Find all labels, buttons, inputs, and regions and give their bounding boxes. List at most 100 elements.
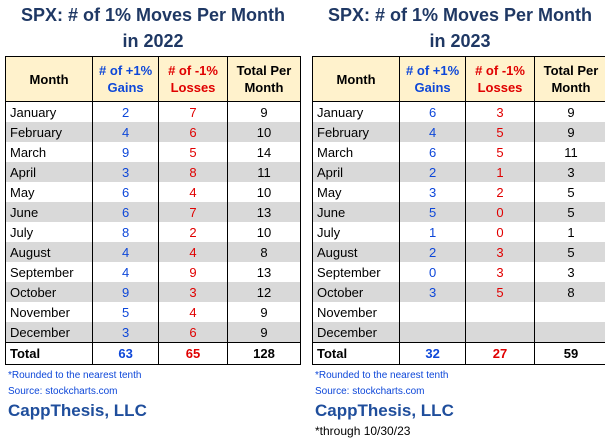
- value-cell: 5: [465, 122, 535, 142]
- value-cell: 4: [158, 182, 228, 202]
- month-cell: January: [4, 101, 94, 122]
- data-row: June 6 7 13: [4, 202, 302, 222]
- data-row: August 4 4 8: [4, 242, 302, 262]
- total-row: Total 63 65 128: [4, 342, 302, 365]
- total-value: 65: [158, 342, 228, 365]
- column-header: # of -1% Losses: [158, 56, 228, 102]
- title-line: in 2023: [429, 31, 491, 51]
- brand: CappThesis, LLC: [8, 401, 147, 420]
- value-cell: [533, 322, 605, 343]
- column-header: Total Per Month: [226, 56, 302, 102]
- data-row: January 2 7 9: [4, 101, 302, 122]
- table-panel: SPX: # of 1% Moves Per Month in 2022 Month…: [4, 0, 302, 421]
- month-cell: March: [4, 142, 94, 162]
- value-cell: [465, 322, 535, 343]
- value-cell: 12: [226, 282, 302, 302]
- month-cell: June: [311, 202, 401, 222]
- column-header: Total Per Month: [533, 56, 605, 102]
- month-cell: February: [4, 122, 94, 142]
- value-cell: 7: [158, 101, 228, 122]
- total-value: 32: [399, 342, 467, 365]
- month-cell: July: [4, 222, 94, 242]
- month-cell: July: [311, 222, 401, 242]
- value-cell: 6: [158, 122, 228, 142]
- value-cell: 2: [158, 222, 228, 242]
- title-line: SPX: # of 1% Moves Per Month: [20, 5, 286, 25]
- total-value: 59: [533, 342, 605, 365]
- value-cell: 14: [226, 142, 302, 162]
- value-cell: 6: [158, 322, 228, 343]
- value-cell: 9: [226, 101, 302, 122]
- value-cell: 7: [158, 202, 228, 222]
- value-cell: 4: [158, 302, 228, 322]
- month-cell: August: [311, 242, 401, 262]
- data-row: September 0 3 3: [311, 262, 605, 282]
- value-cell: [399, 302, 467, 322]
- data-table: Month # of +1% Gains # of -1% Losses Total …: [311, 56, 605, 365]
- month-cell: May: [4, 182, 94, 202]
- data-row: April 2 1 3: [311, 162, 605, 182]
- value-cell: 10: [226, 182, 302, 202]
- value-cell: 3: [92, 162, 160, 182]
- footnote: *through 10/30/23: [315, 424, 411, 438]
- data-row: May 6 4 10: [4, 182, 302, 202]
- value-cell: 6: [92, 202, 160, 222]
- data-row: July 8 2 10: [4, 222, 302, 242]
- value-cell: 5: [465, 282, 535, 302]
- value-cell: 4: [92, 262, 160, 282]
- value-cell: 1: [533, 222, 605, 242]
- value-cell: [399, 322, 467, 343]
- value-cell: 3: [158, 282, 228, 302]
- value-cell: 5: [158, 142, 228, 162]
- month-cell: January: [311, 101, 401, 122]
- month-cell: August: [4, 242, 94, 262]
- value-cell: 9: [226, 302, 302, 322]
- data-row: May 3 2 5: [311, 182, 605, 202]
- value-cell: 5: [92, 302, 160, 322]
- value-cell: 10: [226, 222, 302, 242]
- total-label: Total: [311, 342, 401, 365]
- column-header: Month: [311, 56, 401, 102]
- data-row: December 3 6 9: [4, 322, 302, 343]
- value-cell: 9: [226, 322, 302, 343]
- month-cell: December: [4, 322, 94, 343]
- month-cell: September: [4, 262, 94, 282]
- value-cell: 6: [399, 142, 467, 162]
- note: Source: stockcharts.com: [315, 386, 425, 397]
- title-line: SPX: # of 1% Moves Per Month: [327, 5, 593, 25]
- value-cell: 4: [92, 122, 160, 142]
- value-cell: 3: [399, 282, 467, 302]
- month-cell: April: [311, 162, 401, 182]
- value-cell: 5: [399, 202, 467, 222]
- value-cell: [465, 302, 535, 322]
- data-row: November 5 4 9: [4, 302, 302, 322]
- brand: CappThesis, LLC: [315, 401, 454, 420]
- data-table: Month # of +1% Gains # of -1% Losses Total …: [4, 56, 302, 365]
- value-cell: [533, 302, 605, 322]
- data-row: December: [311, 322, 605, 343]
- data-row: June 5 0 5: [311, 202, 605, 222]
- data-row: April 3 8 11: [4, 162, 302, 182]
- value-cell: 1: [399, 222, 467, 242]
- title-line: in 2022: [122, 31, 184, 51]
- value-cell: 11: [226, 162, 302, 182]
- month-cell: May: [311, 182, 401, 202]
- value-cell: 0: [399, 262, 467, 282]
- data-row: July 1 0 1: [311, 222, 605, 242]
- value-cell: 8: [92, 222, 160, 242]
- data-row: November: [311, 302, 605, 322]
- month-cell: November: [311, 302, 401, 322]
- value-cell: 0: [465, 202, 535, 222]
- value-cell: 6: [399, 101, 467, 122]
- value-cell: 4: [158, 242, 228, 262]
- month-cell: April: [4, 162, 94, 182]
- value-cell: 9: [533, 122, 605, 142]
- value-cell: 2: [465, 182, 535, 202]
- data-row: September 4 9 13: [4, 262, 302, 282]
- data-row: August 2 3 5: [311, 242, 605, 262]
- value-cell: 9: [92, 282, 160, 302]
- value-cell: 3: [465, 242, 535, 262]
- data-row: February 4 6 10: [4, 122, 302, 142]
- value-cell: 2: [399, 242, 467, 262]
